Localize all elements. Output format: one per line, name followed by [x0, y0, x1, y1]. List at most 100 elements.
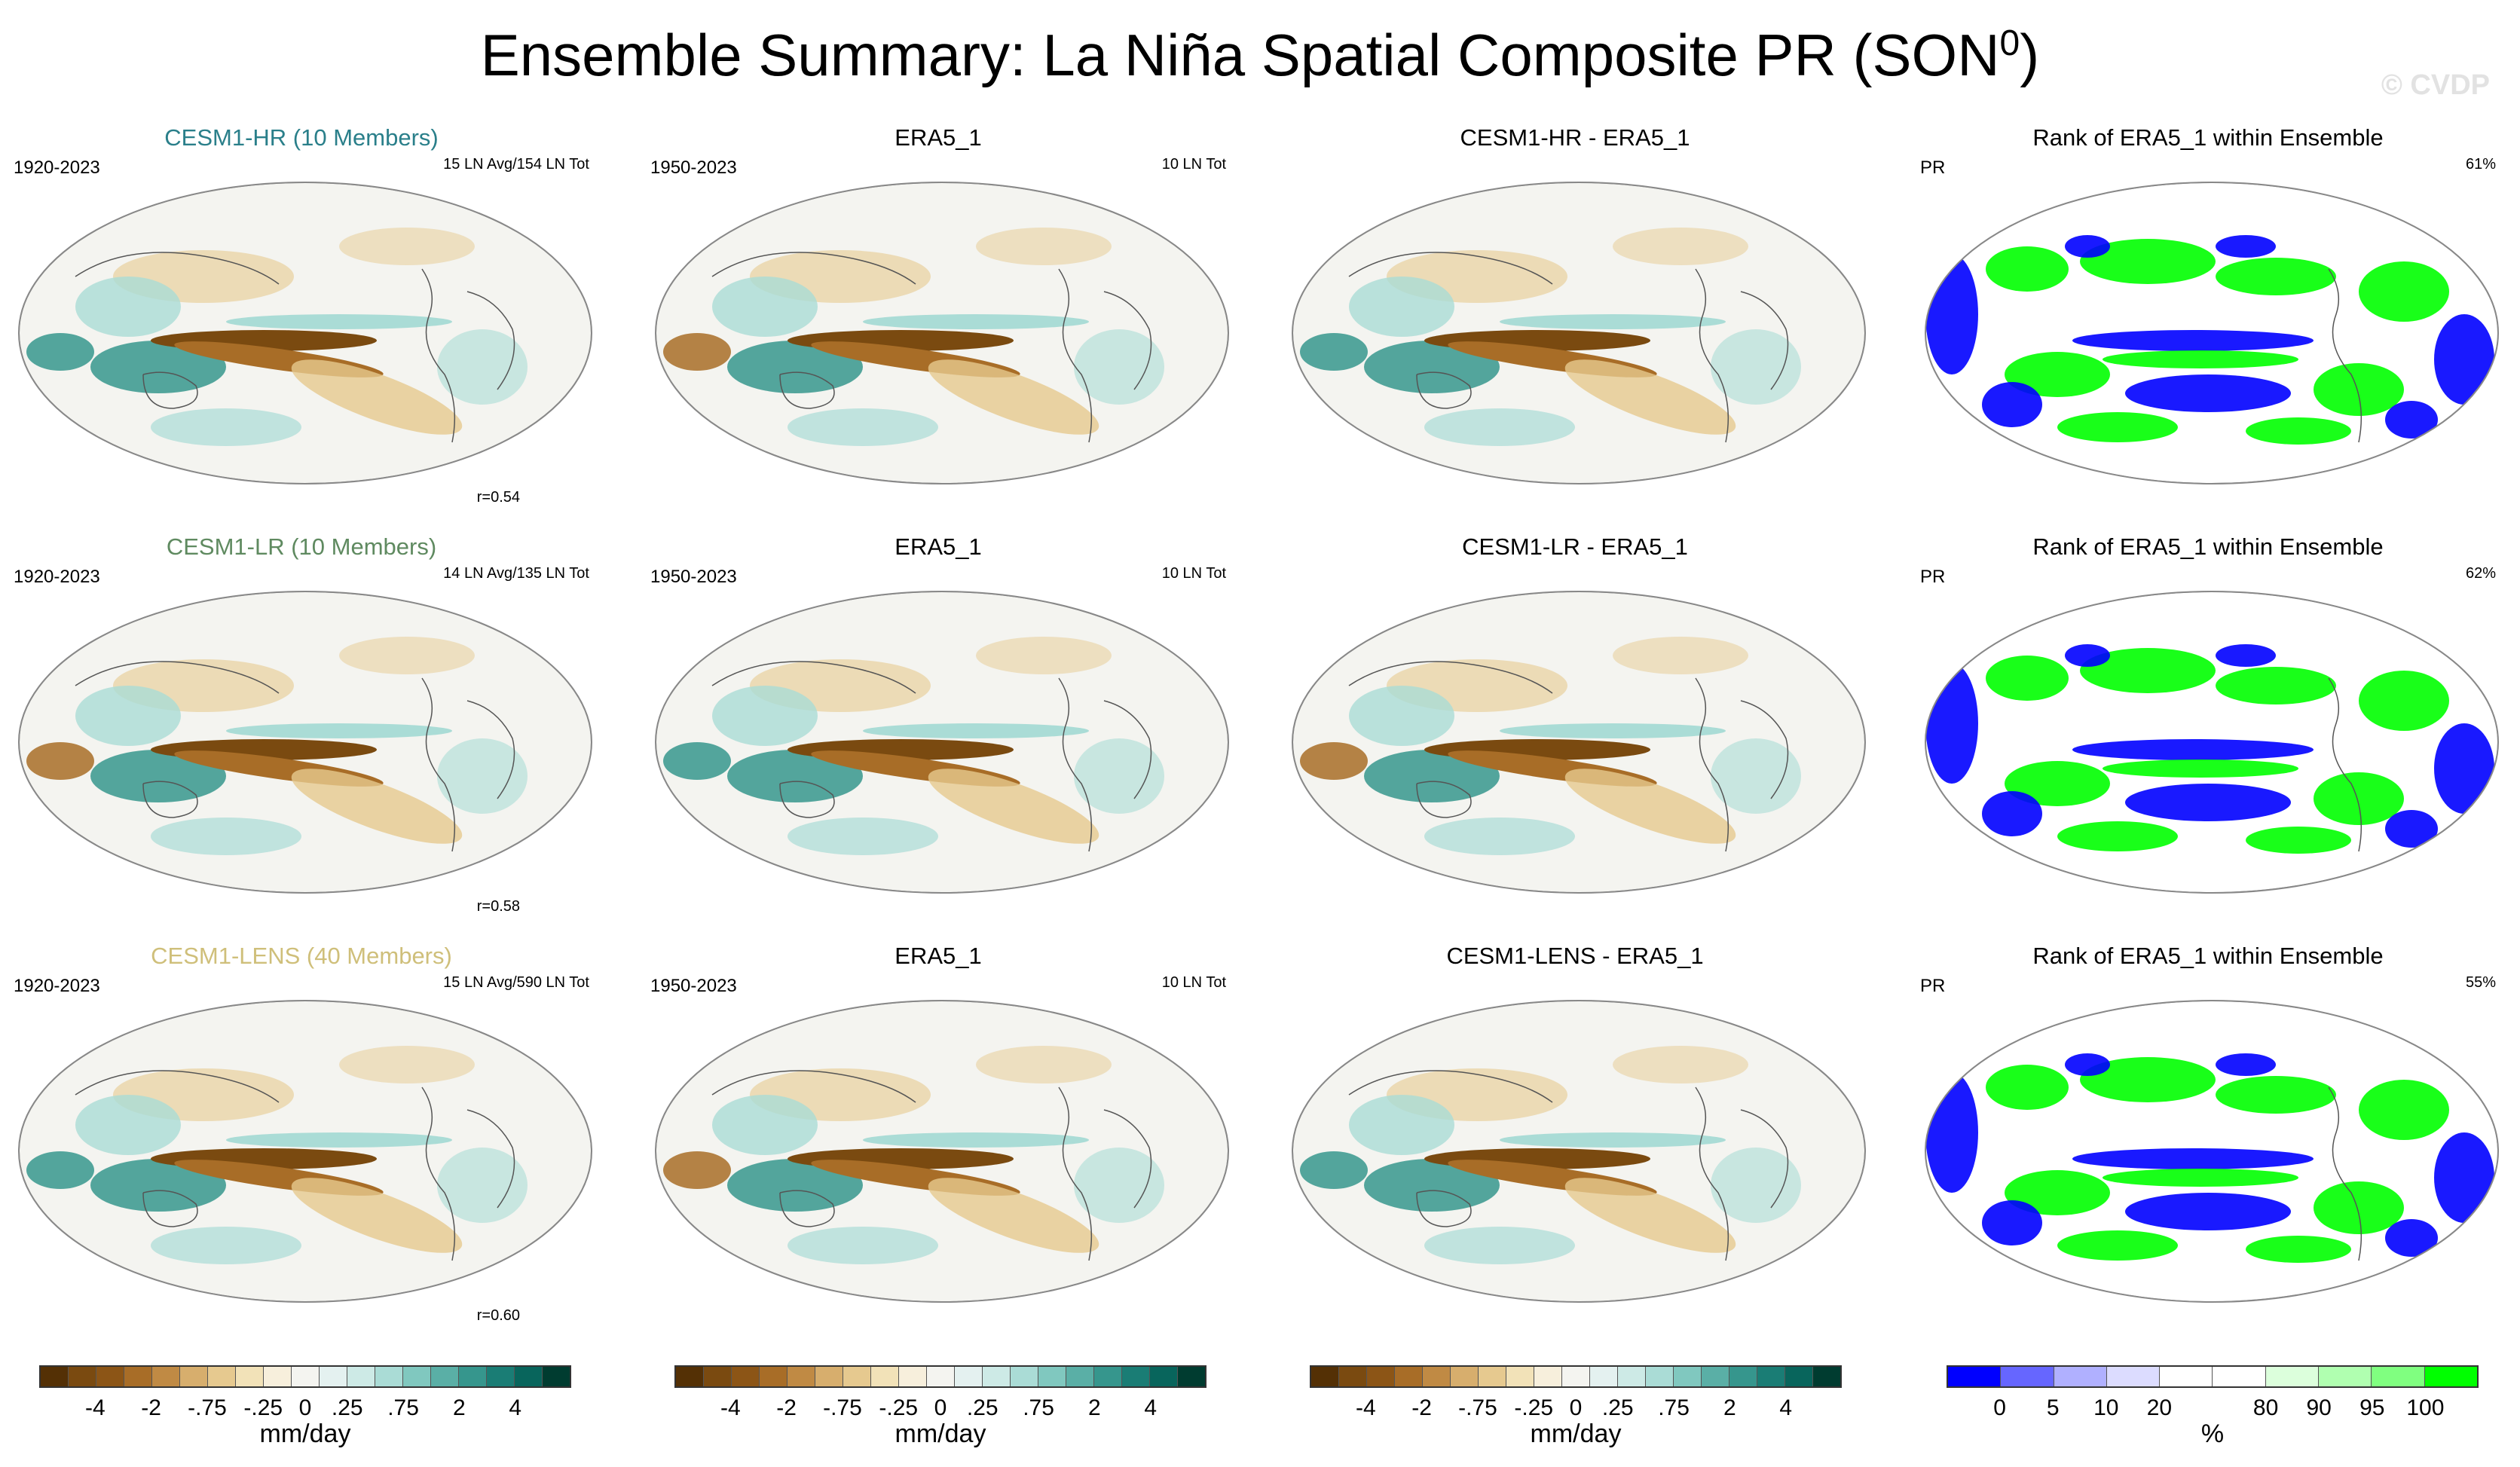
colorbar-swatch	[788, 1367, 815, 1386]
colorbar-tick-label: 4	[1779, 1395, 1793, 1420]
colorbar-tick-label: 5	[2046, 1395, 2060, 1420]
colorbar-swatch	[1813, 1367, 1840, 1386]
colorbar-unit-label: mm/day	[1530, 1420, 1622, 1448]
colorbar-swatch	[2319, 1367, 2372, 1386]
panel-right-label: 62%	[2465, 565, 2496, 582]
colorbar-swatch	[1479, 1367, 1506, 1386]
pattern-correlation: r=0.60	[476, 1307, 520, 1324]
colorbar-tick-label: 90	[2306, 1395, 2332, 1420]
colorbar-swatch	[69, 1367, 96, 1386]
precip-anomaly-map	[655, 591, 1229, 894]
colorbar-tick-label: -2	[776, 1395, 797, 1420]
panel-left-label: 1950-2023	[650, 157, 737, 178]
colorbar-swatch	[431, 1367, 459, 1386]
colorbar-2: -4 -2 -.75 -.25 0 .25 .75 2 4 mm/day	[674, 1365, 1206, 1448]
colorbar-swatch	[815, 1367, 843, 1386]
colorbar-swatch	[152, 1367, 180, 1386]
colorbar-swatch	[2054, 1367, 2107, 1386]
colorbar-tick-label: 95	[2359, 1395, 2385, 1420]
colorbar-swatch	[871, 1367, 899, 1386]
panel-right-label: 15 LN Avg/154 LN Tot	[443, 156, 589, 173]
panel-r1-c4: Rank of ERA5_1 within Ensemble PR 61%	[1907, 124, 2509, 516]
panel-right-label: 10 LN Tot	[1161, 565, 1226, 582]
panel-title: CESM1-LR - ERA5_1	[1462, 533, 1688, 560]
colorbar-tick-label: 0	[1993, 1395, 2006, 1420]
panel-r1-c2: ERA5_1 1950-2023 10 LN Tot	[637, 124, 1240, 516]
colorbar-swatch	[1339, 1367, 1367, 1386]
precip-anomaly-map	[655, 1000, 1229, 1303]
colorbar-swatch	[515, 1367, 543, 1386]
colorbar-unit-label: mm/day	[259, 1420, 351, 1448]
colorbar-tick-label: 0	[934, 1395, 947, 1420]
colorbar-swatch	[2372, 1367, 2425, 1386]
panel-title: ERA5_1	[895, 533, 982, 560]
colorbar-swatch	[41, 1367, 69, 1386]
panel-r2-c4: Rank of ERA5_1 within Ensemble PR 62%	[1907, 533, 2509, 925]
colorbar-swatch	[292, 1367, 320, 1386]
colorbar-swatch	[375, 1367, 403, 1386]
colorbar-swatches	[39, 1365, 571, 1388]
colorbar-swatch	[1094, 1367, 1122, 1386]
panel-title: ERA5_1	[895, 943, 982, 969]
colorbar-tick-label: -.25	[243, 1395, 283, 1420]
figure-title: Ensemble Summary: La Niña Spatial Compos…	[480, 22, 2040, 88]
colorbar-tick-label: .75	[1023, 1395, 1054, 1420]
colorbar-swatch	[487, 1367, 515, 1386]
colorbar-swatch	[1178, 1367, 1205, 1386]
colorbar-swatches	[1310, 1365, 1842, 1388]
rank-map	[1925, 182, 2499, 484]
panel-left-label: 1920-2023	[14, 157, 100, 178]
colorbar-swatch	[2424, 1367, 2477, 1386]
colorbar-tick-label: 4	[1144, 1395, 1158, 1420]
panel-left-label: PR	[1920, 567, 1946, 587]
colorbar-swatch	[1367, 1367, 1395, 1386]
colorbar-swatch	[1423, 1367, 1451, 1386]
colorbar-swatch	[1590, 1367, 1618, 1386]
colorbar-swatch	[927, 1367, 955, 1386]
panel-right-label: 10 LN Tot	[1161, 974, 1226, 991]
colorbar-swatch	[1757, 1367, 1785, 1386]
colorbar-1: -4 -2 -.75 -.25 0 .25 .75 2 4 mm/day	[39, 1365, 571, 1448]
panel-left-label: PR	[1920, 157, 1946, 178]
colorbar-tick-label: 2	[1088, 1395, 1101, 1420]
panel-r1-c3: CESM1-HR - ERA5_1	[1274, 124, 1876, 516]
colorbar-tick-label: -4	[720, 1395, 741, 1420]
panel-r2-c2: ERA5_1 1950-2023 10 LN Tot	[637, 533, 1240, 925]
panel-title: CESM1-LENS (40 Members)	[151, 943, 452, 969]
colorbar-swatch	[1618, 1367, 1646, 1386]
precip-anomaly-map	[18, 182, 592, 484]
panel-r1-c1: CESM1-HR (10 Members) 1920-2023 15 LN Av…	[0, 124, 603, 516]
panel-r3-c3: CESM1-LENS - ERA5_1	[1274, 943, 1876, 1334]
colorbar-swatch	[1702, 1367, 1729, 1386]
colorbar-swatch	[1122, 1367, 1150, 1386]
colorbar-swatch	[124, 1367, 152, 1386]
colorbar-swatch	[1948, 1367, 2002, 1386]
colorbar-tick-label: .75	[387, 1395, 419, 1420]
colorbar-swatch	[983, 1367, 1011, 1386]
colorbar-tick-label: .75	[1658, 1395, 1690, 1420]
panel-r3-c1: CESM1-LENS (40 Members) 1920-2023 15 LN …	[0, 943, 603, 1334]
colorbar-tick-label: 20	[2146, 1395, 2173, 1420]
panel-title: ERA5_1	[895, 124, 982, 151]
colorbar-tick-label: .25	[1601, 1395, 1634, 1420]
colorbar-tick-label: 4	[509, 1395, 522, 1420]
pattern-correlation: r=0.58	[476, 898, 520, 915]
panel-right-label: 61%	[2465, 156, 2496, 173]
colorbar-swatch	[2106, 1367, 2161, 1386]
colorbar-tick-label: 100	[2406, 1395, 2445, 1420]
panel-left-label: 1920-2023	[14, 976, 100, 996]
colorbar-swatch	[676, 1367, 704, 1386]
colorbar-swatch	[208, 1367, 236, 1386]
colorbar-tick-label: 10	[2093, 1395, 2119, 1420]
precip-anomaly-map	[1292, 1000, 1866, 1303]
precip-anomaly-map	[655, 182, 1229, 484]
colorbar-swatch	[403, 1367, 431, 1386]
colorbar-tick-label: .25	[331, 1395, 363, 1420]
colorbar-swatch	[1311, 1367, 1339, 1386]
panel-right-label: 15 LN Avg/590 LN Tot	[443, 974, 589, 991]
colorbar-swatch	[180, 1367, 208, 1386]
colorbar-tick-label: -.75	[188, 1395, 227, 1420]
colorbar-tick-label: 80	[2252, 1395, 2279, 1420]
colorbar-swatch	[1785, 1367, 1813, 1386]
precip-anomaly-map	[1292, 182, 1866, 484]
